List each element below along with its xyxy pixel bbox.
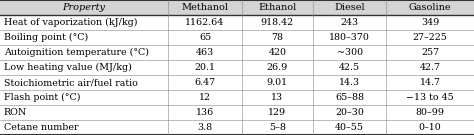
Bar [0,75,168,90]
Bar [313,60,386,75]
Bar [313,30,386,45]
Text: 180–370: 180–370 [329,33,370,42]
Text: 65: 65 [199,33,211,42]
Text: 12: 12 [199,93,211,102]
Text: 257: 257 [421,48,439,57]
Bar [313,75,386,90]
Bar [0,0,168,15]
Text: 14.7: 14.7 [419,78,441,87]
Text: 6.47: 6.47 [194,78,216,87]
Bar [0,105,168,120]
Text: Gasoline: Gasoline [409,3,451,12]
Bar [386,0,474,15]
Bar [313,90,386,105]
Bar [0,45,168,60]
Bar [168,105,242,120]
Bar [386,30,474,45]
Bar [386,15,474,30]
Bar [386,75,474,90]
Text: 78: 78 [271,33,283,42]
Bar [168,0,242,15]
Text: Stoichiometric air/fuel ratio: Stoichiometric air/fuel ratio [4,78,137,87]
Bar [168,60,242,75]
Bar [242,15,313,30]
Text: −13 to 45: −13 to 45 [406,93,454,102]
Bar [386,90,474,105]
Text: ~300: ~300 [337,48,363,57]
Text: 20.1: 20.1 [194,63,216,72]
Text: Ethanol: Ethanol [258,3,296,12]
Bar [313,120,386,135]
Text: 243: 243 [340,18,359,27]
Bar [242,75,313,90]
Bar [313,45,386,60]
Bar [0,60,168,75]
Text: 80–99: 80–99 [416,108,445,117]
Text: 27–225: 27–225 [413,33,447,42]
Text: 42.5: 42.5 [339,63,360,72]
Bar [386,45,474,60]
Text: 0–10: 0–10 [419,123,441,132]
Text: Property: Property [63,3,106,12]
Text: 420: 420 [268,48,286,57]
Text: 26.9: 26.9 [267,63,288,72]
Text: 42.7: 42.7 [419,63,441,72]
Text: Low heating value (MJ/kg): Low heating value (MJ/kg) [4,63,132,72]
Text: 136: 136 [196,108,214,117]
Bar [168,30,242,45]
Bar [242,120,313,135]
Text: 349: 349 [421,18,439,27]
Text: 65–88: 65–88 [335,93,364,102]
Text: 1162.64: 1162.64 [185,18,225,27]
Bar [313,0,386,15]
Text: 129: 129 [268,108,286,117]
Text: 918.42: 918.42 [261,18,294,27]
Text: 9.01: 9.01 [267,78,288,87]
Bar [242,90,313,105]
Bar [386,105,474,120]
Text: 5–8: 5–8 [269,123,286,132]
Bar [242,105,313,120]
Bar [313,105,386,120]
Bar [168,90,242,105]
Text: Diesel: Diesel [334,3,365,12]
Bar [242,60,313,75]
Bar [0,120,168,135]
Bar [0,15,168,30]
Bar [168,45,242,60]
Text: Heat of vaporization (kJ/kg): Heat of vaporization (kJ/kg) [4,18,137,27]
Bar [386,60,474,75]
Bar [168,75,242,90]
Text: Methanol: Methanol [182,3,228,12]
Bar [168,120,242,135]
Text: 13: 13 [271,93,283,102]
Text: 3.8: 3.8 [198,123,212,132]
Bar [0,90,168,105]
Bar [0,30,168,45]
Text: Flash point (°C): Flash point (°C) [4,93,80,102]
Bar [242,0,313,15]
Text: 40–55: 40–55 [335,123,364,132]
Text: RON: RON [4,108,27,117]
Text: 14.3: 14.3 [339,78,360,87]
Bar [386,120,474,135]
Bar [313,15,386,30]
Bar [168,15,242,30]
Text: Boiling point (°C): Boiling point (°C) [4,33,88,42]
Text: Autoignition temperature (°C): Autoignition temperature (°C) [4,48,149,57]
Text: 20–30: 20–30 [335,108,364,117]
Bar [242,30,313,45]
Text: 463: 463 [196,48,214,57]
Bar [242,45,313,60]
Text: Cetane number: Cetane number [4,123,78,132]
